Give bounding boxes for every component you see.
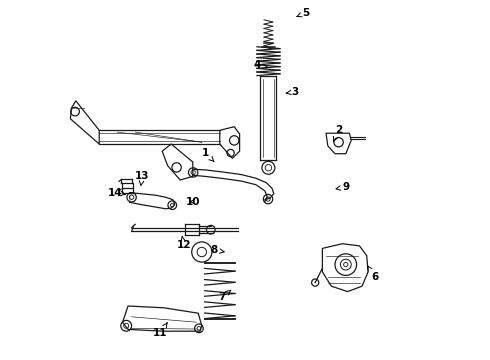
Text: 2: 2 <box>333 125 342 141</box>
Text: 4: 4 <box>254 60 268 70</box>
Text: 10: 10 <box>186 197 200 207</box>
Text: 9: 9 <box>336 182 349 192</box>
Text: 3: 3 <box>286 87 299 97</box>
Text: 7: 7 <box>219 290 231 302</box>
Text: 11: 11 <box>153 323 168 338</box>
Text: 12: 12 <box>176 237 191 250</box>
Text: 14: 14 <box>108 188 125 198</box>
Text: 13: 13 <box>135 171 149 185</box>
Text: 6: 6 <box>368 266 378 282</box>
Text: 5: 5 <box>297 8 310 18</box>
Text: 8: 8 <box>211 245 224 255</box>
Text: 1: 1 <box>202 148 214 162</box>
